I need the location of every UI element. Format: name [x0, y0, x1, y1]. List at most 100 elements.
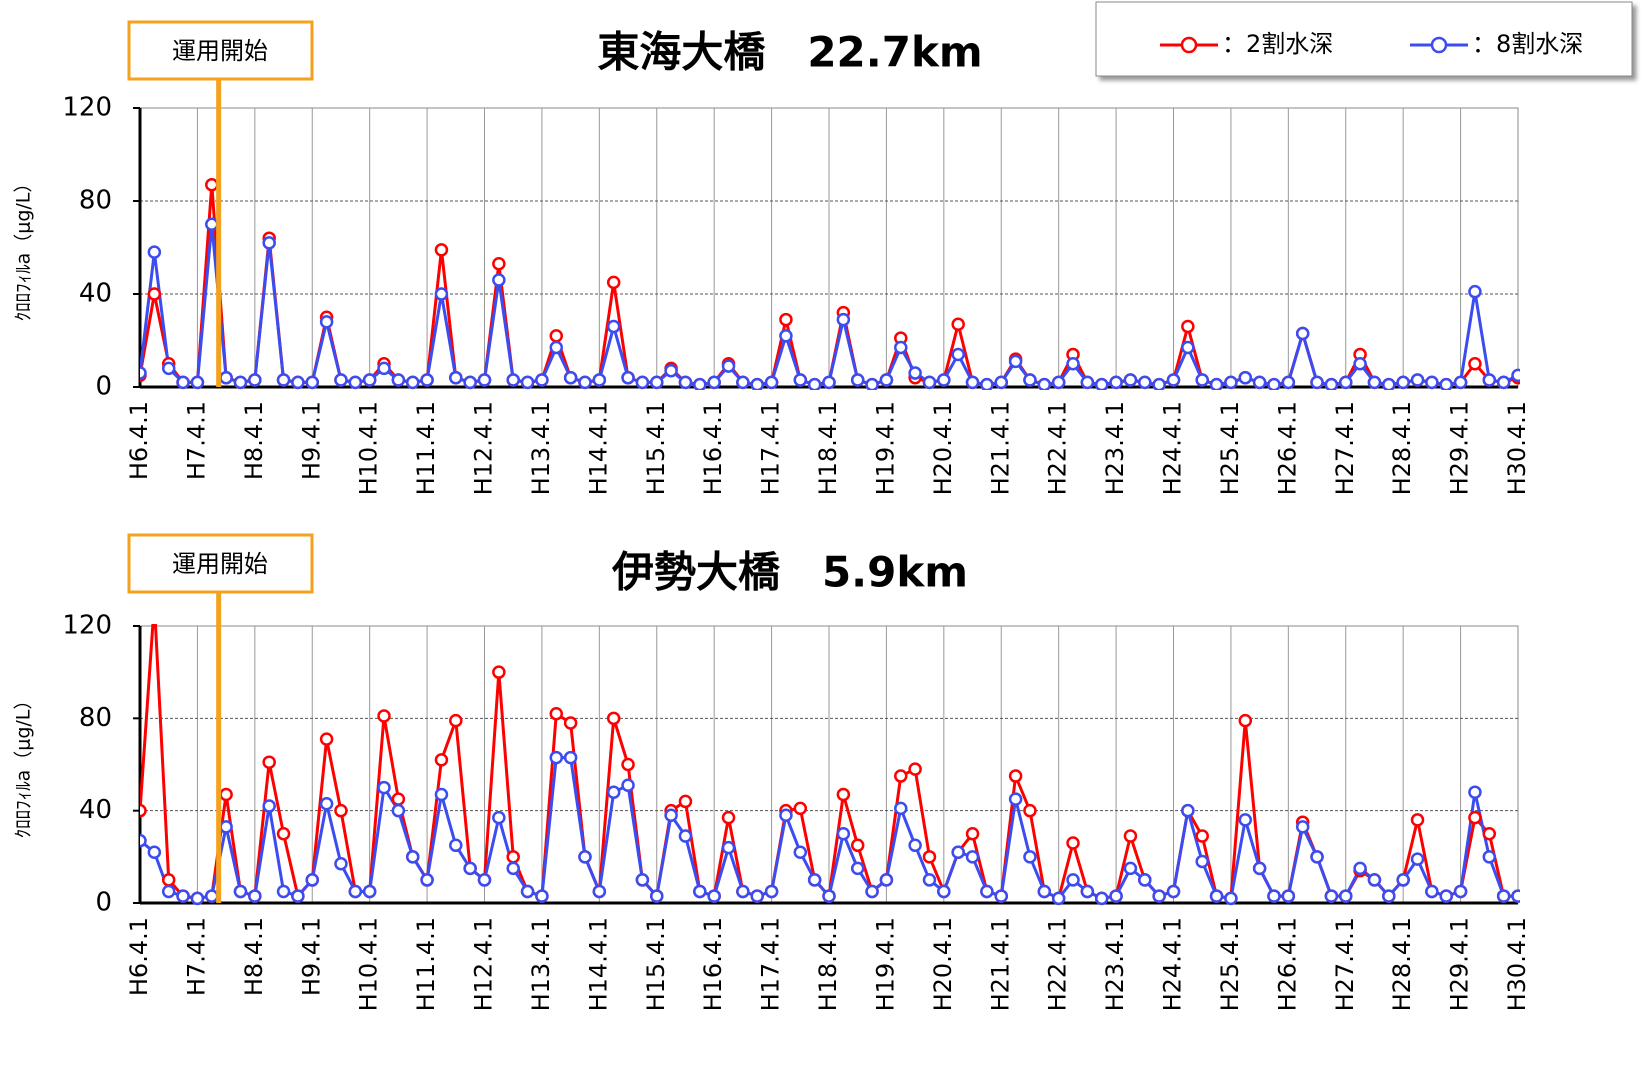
x-tick-label: H29.4.1	[1446, 401, 1474, 495]
data-point	[520, 884, 535, 899]
data-point	[449, 838, 463, 853]
data-point	[1252, 861, 1267, 876]
data-point	[922, 850, 937, 864]
data-point	[506, 861, 520, 876]
data-point	[348, 884, 363, 899]
data-point	[377, 780, 391, 795]
data-point	[276, 884, 291, 899]
data-point	[865, 884, 879, 899]
x-tick-label: H16.4.1	[699, 917, 727, 1011]
data-point	[1224, 891, 1238, 906]
data-point	[1023, 850, 1037, 864]
data-point	[492, 273, 506, 287]
x-tick-label: H19.4.1	[871, 401, 899, 495]
data-point	[535, 373, 549, 387]
data-point	[161, 884, 176, 899]
x-tick-label: H17.4.1	[757, 401, 785, 495]
x-tick-label: H11.4.1	[412, 401, 440, 495]
data-point	[951, 347, 965, 362]
data-point	[1037, 884, 1052, 899]
data-point	[1339, 375, 1353, 390]
data-point	[549, 329, 564, 343]
chart-title: 東海大橋 22.7km	[597, 28, 982, 77]
data-point	[205, 177, 219, 192]
data-point	[348, 375, 363, 390]
data-point	[1252, 375, 1267, 390]
data-point	[894, 801, 908, 816]
data-point	[592, 884, 607, 899]
data-point	[621, 757, 635, 772]
data-point	[764, 375, 779, 390]
data-point	[205, 889, 219, 903]
data-point	[822, 889, 836, 903]
data-point	[176, 375, 190, 390]
data-point	[506, 373, 520, 387]
data-point	[405, 375, 420, 390]
data-point	[377, 361, 391, 376]
data-point	[1324, 889, 1339, 903]
data-point	[1396, 375, 1410, 390]
data-point	[1496, 375, 1511, 390]
data-point	[693, 377, 707, 390]
data-point	[1396, 873, 1410, 887]
data-point	[248, 889, 262, 903]
data-point	[147, 245, 162, 259]
data-point	[1367, 873, 1382, 887]
data-point	[1051, 375, 1066, 390]
data-point	[477, 373, 492, 387]
data-point	[1425, 884, 1439, 899]
data-point	[721, 810, 736, 825]
data-point	[262, 236, 276, 250]
data-point	[1468, 810, 1482, 825]
data-point	[1410, 373, 1425, 387]
data-point	[606, 711, 621, 726]
data-point	[1295, 326, 1310, 341]
x-tick-label: H28.4.1	[1388, 917, 1416, 1011]
data-point	[1181, 340, 1195, 355]
data-point	[678, 794, 693, 809]
data-point	[449, 370, 463, 385]
x-tick-label: H8.4.1	[240, 401, 268, 480]
chart-title: 伊勢大橋 5.9km	[611, 548, 968, 597]
data-point	[1195, 829, 1209, 843]
data-point	[1008, 792, 1023, 806]
data-point	[1324, 377, 1339, 390]
data-point	[908, 838, 922, 853]
y-tick-label: 120	[62, 93, 112, 123]
data-point	[908, 366, 922, 380]
data-point	[836, 827, 851, 841]
data-point	[1310, 850, 1324, 864]
data-point	[362, 884, 377, 899]
data-point	[822, 375, 836, 390]
data-point	[836, 312, 851, 327]
data-point	[1224, 375, 1238, 390]
data-point	[592, 373, 607, 387]
data-point	[721, 840, 736, 855]
data-point	[1123, 829, 1138, 843]
data-point	[994, 889, 1008, 903]
x-tick-label: H20.4.1	[929, 917, 957, 1011]
data-point	[492, 810, 506, 825]
data-point	[563, 716, 578, 730]
data-point	[291, 889, 305, 903]
data-point	[1166, 373, 1181, 387]
data-point	[578, 850, 592, 864]
data-point	[779, 312, 793, 327]
data-point	[1123, 373, 1138, 387]
data-point	[965, 850, 980, 864]
x-tick-label: H25.4.1	[1216, 401, 1244, 495]
data-point	[140, 803, 147, 818]
data-point	[262, 799, 276, 813]
data-point	[650, 375, 664, 390]
data-point	[140, 366, 147, 380]
data-point	[1123, 861, 1138, 876]
y-tick-label: 0	[95, 888, 112, 918]
data-point	[894, 340, 908, 355]
data-point	[449, 713, 463, 728]
y-tick-label: 40	[79, 279, 112, 309]
x-tick-label: H26.4.1	[1273, 401, 1301, 495]
data-point	[1468, 284, 1482, 299]
data-point	[1109, 889, 1123, 903]
data-point	[563, 750, 578, 765]
